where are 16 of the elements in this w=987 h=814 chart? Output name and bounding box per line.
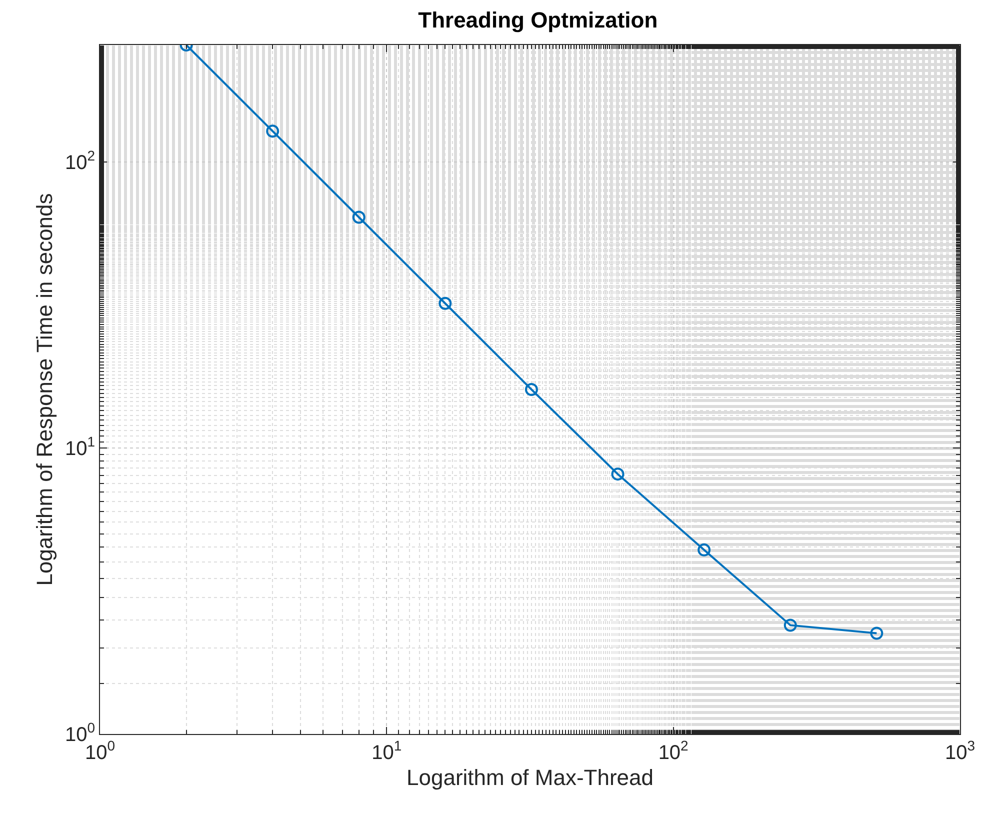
x-axis-title: Logarithm of Max-Thread <box>406 764 654 790</box>
point <box>438 296 452 310</box>
x-tick-label: 10$^{3}$ <box>944 738 976 764</box>
point <box>266 124 280 138</box>
y-tick-label: 10$^{1}$ <box>64 434 96 460</box>
x-tick-label: 10$^{2}$ <box>658 738 689 764</box>
point <box>352 210 366 224</box>
point <box>870 626 884 640</box>
point <box>698 543 711 556</box>
chart-title: Threading Optmization <box>418 8 658 33</box>
y-tick-label: 10$^{2}$ <box>64 147 96 174</box>
point <box>611 468 624 481</box>
x-tick-label: 10$^{1}$ <box>372 738 402 764</box>
y-axis-title: Logarithm of Response Time in seconds <box>32 193 57 586</box>
point <box>784 618 797 632</box>
point <box>524 383 538 396</box>
